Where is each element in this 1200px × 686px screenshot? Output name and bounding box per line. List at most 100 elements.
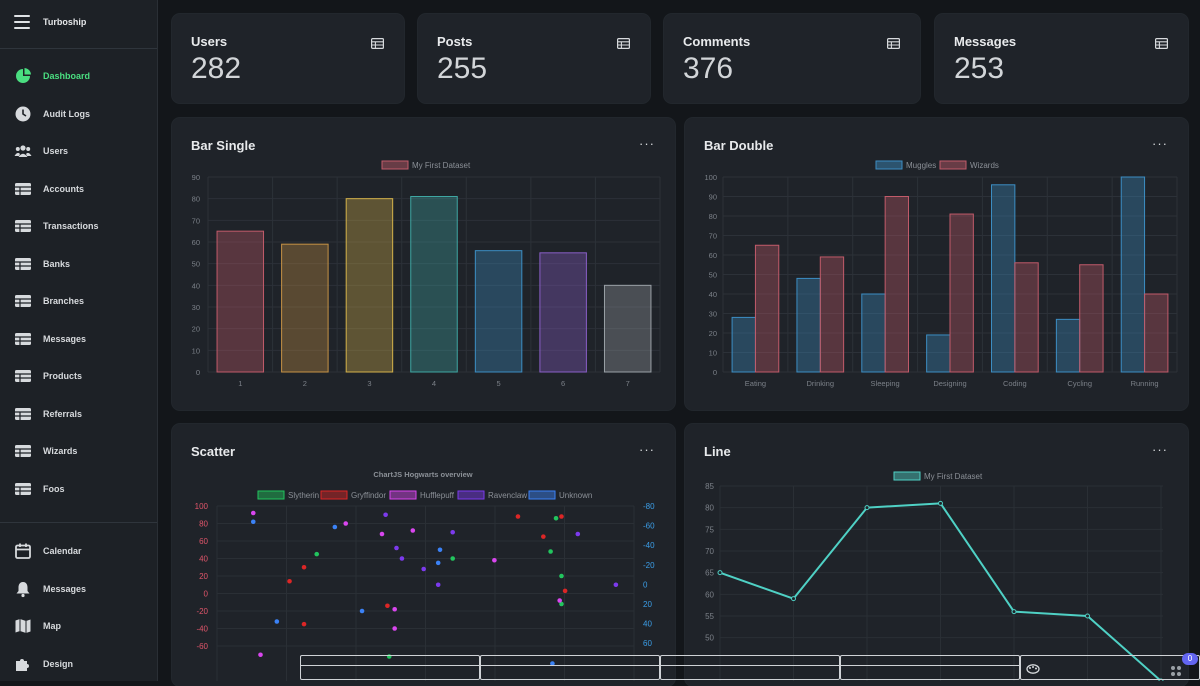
sidebar-item-wizards[interactable]: Wizards <box>14 441 77 461</box>
scatter-point <box>287 578 292 584</box>
table-icon <box>14 255 32 273</box>
sidebar-item-messages[interactable]: Messages <box>14 579 86 599</box>
stat-card-users: Users 282 <box>172 14 404 103</box>
scatter-point <box>559 514 564 519</box>
y-left-tick-label: 20 <box>199 572 208 581</box>
table-icon <box>887 36 901 54</box>
sidebar-item-label: Messages <box>43 333 87 344</box>
scatter-point <box>392 626 397 631</box>
stat-value: 282 <box>191 52 242 85</box>
grid-app-icon[interactable] <box>1170 665 1182 677</box>
card-title: Line <box>704 444 731 459</box>
more-options-icon[interactable]: ··· <box>1152 136 1168 151</box>
legend-label: My First Dataset <box>412 161 471 170</box>
puzzle-icon <box>14 655 32 673</box>
pie-chart-icon <box>14 67 32 85</box>
sidebar-item-referrals[interactable]: Referrals <box>14 404 82 424</box>
sidebar-item-users[interactable]: Users <box>14 141 68 161</box>
y-tick-label: 60 <box>705 590 714 599</box>
app-title: Turboship <box>43 17 87 27</box>
bar <box>796 277 821 373</box>
y-tick-label: 70 <box>705 547 714 556</box>
y-right-tick-label: -60 <box>643 522 655 531</box>
legend-swatch <box>939 160 967 170</box>
card-title: Bar Double <box>704 138 774 153</box>
x-tick-label: 3 <box>367 379 371 388</box>
sidebar-item-transactions[interactable]: Transactions <box>14 216 99 236</box>
sidebar-item-products[interactable]: Products <box>14 366 82 386</box>
sidebar-item-audit-logs[interactable]: Audit Logs <box>14 104 90 124</box>
sidebar-item-foos[interactable]: Foos <box>14 479 65 499</box>
bar-single-chart: 0 10 20 30 40 50 60 70 80 90 1 2 3 4 5 6 7 My First Datas… <box>192 160 661 388</box>
table-icon <box>14 292 32 310</box>
sidebar-item-branches[interactable]: Branches <box>14 291 84 311</box>
legend-swatch <box>528 490 556 500</box>
y-left-tick-label: 100 <box>195 502 209 511</box>
y-tick-label: 50 <box>709 271 717 280</box>
line-point <box>864 505 870 511</box>
sidebar-item-design[interactable]: Design <box>14 654 73 674</box>
card-title: Scatter <box>191 444 236 459</box>
notification-badge: 0 <box>1182 653 1198 665</box>
y-right-tick-label: -80 <box>643 502 655 511</box>
stat-label: Messages <box>954 34 1017 49</box>
scatter-point <box>559 601 564 607</box>
more-options-icon[interactable]: ··· <box>1152 442 1168 457</box>
scatter-point <box>314 551 320 557</box>
more-options-icon[interactable]: ··· <box>639 442 655 457</box>
chart-title: ChartJS Hogwarts overview <box>373 470 472 479</box>
sidebar-item-map[interactable]: Map <box>14 616 61 636</box>
sidebar-item-banks[interactable]: Banks <box>14 254 70 274</box>
scatter-point <box>492 557 497 563</box>
bar <box>731 316 756 373</box>
bar <box>539 252 587 373</box>
toolbar-slot[interactable] <box>660 655 840 680</box>
y-right-tick-label: -20 <box>643 561 655 570</box>
x-tick-label: 2 <box>303 379 307 388</box>
brand: Turboship <box>14 12 86 32</box>
y-tick-label: 100 <box>704 173 717 182</box>
toolbar-slot[interactable] <box>480 655 660 680</box>
line-point <box>791 596 796 602</box>
bar <box>1055 318 1081 373</box>
bar-double-chart: 0 10 20 30 40 50 60 70 80 90 100 Eating Drinking Slee… <box>704 160 1178 388</box>
y-left-tick-label: 40 <box>199 555 208 564</box>
bar <box>281 243 329 373</box>
line-point <box>1085 613 1090 619</box>
table-icon <box>14 180 32 198</box>
line-point <box>717 570 723 576</box>
bar <box>1079 264 1104 373</box>
bar <box>884 196 909 373</box>
card-line: Line ··· My First Dataset 50 55 60 65 70 75 80 8… <box>685 424 1188 686</box>
y-left-tick-label: -60 <box>196 642 208 651</box>
bar <box>926 334 951 373</box>
sidebar-item-messages[interactable]: Messages <box>14 329 86 349</box>
table-icon <box>371 36 385 54</box>
more-options-icon[interactable]: ··· <box>639 136 655 151</box>
sidebar-item-label: Map <box>43 621 61 631</box>
scatter-point <box>559 573 564 579</box>
y-tick-label: 60 <box>709 251 717 260</box>
stat-value: 376 <box>683 52 734 85</box>
sidebar-item-dashboard[interactable]: Dashboard <box>14 66 90 86</box>
bar <box>861 293 886 373</box>
line-point <box>1011 609 1017 615</box>
x-tick-label: 4 <box>432 379 436 388</box>
toolbar-slot[interactable] <box>840 655 1020 680</box>
x-tick-label: Designing <box>933 379 966 388</box>
scatter-point <box>450 529 455 535</box>
scatter-point <box>435 560 441 566</box>
sidebar-item-label: Users <box>43 146 69 156</box>
x-tick-label: 1 <box>238 379 242 388</box>
table-icon <box>617 36 631 54</box>
sidebar-item-calendar[interactable]: Calendar <box>14 541 82 561</box>
sidebar-item-accounts[interactable]: Accounts <box>14 179 84 199</box>
stat-label: Comments <box>683 34 751 49</box>
bar <box>216 230 265 373</box>
line-chart: My First Dataset 50 55 60 65 70 75 80 85 <box>705 471 1164 681</box>
palette-icon[interactable] <box>1026 664 1040 674</box>
hamburger-menu-icon[interactable] <box>14 15 30 29</box>
scatter-point <box>515 514 521 519</box>
sidebar-item-label: Messages <box>43 583 87 594</box>
toolbar-slot[interactable] <box>300 655 480 680</box>
